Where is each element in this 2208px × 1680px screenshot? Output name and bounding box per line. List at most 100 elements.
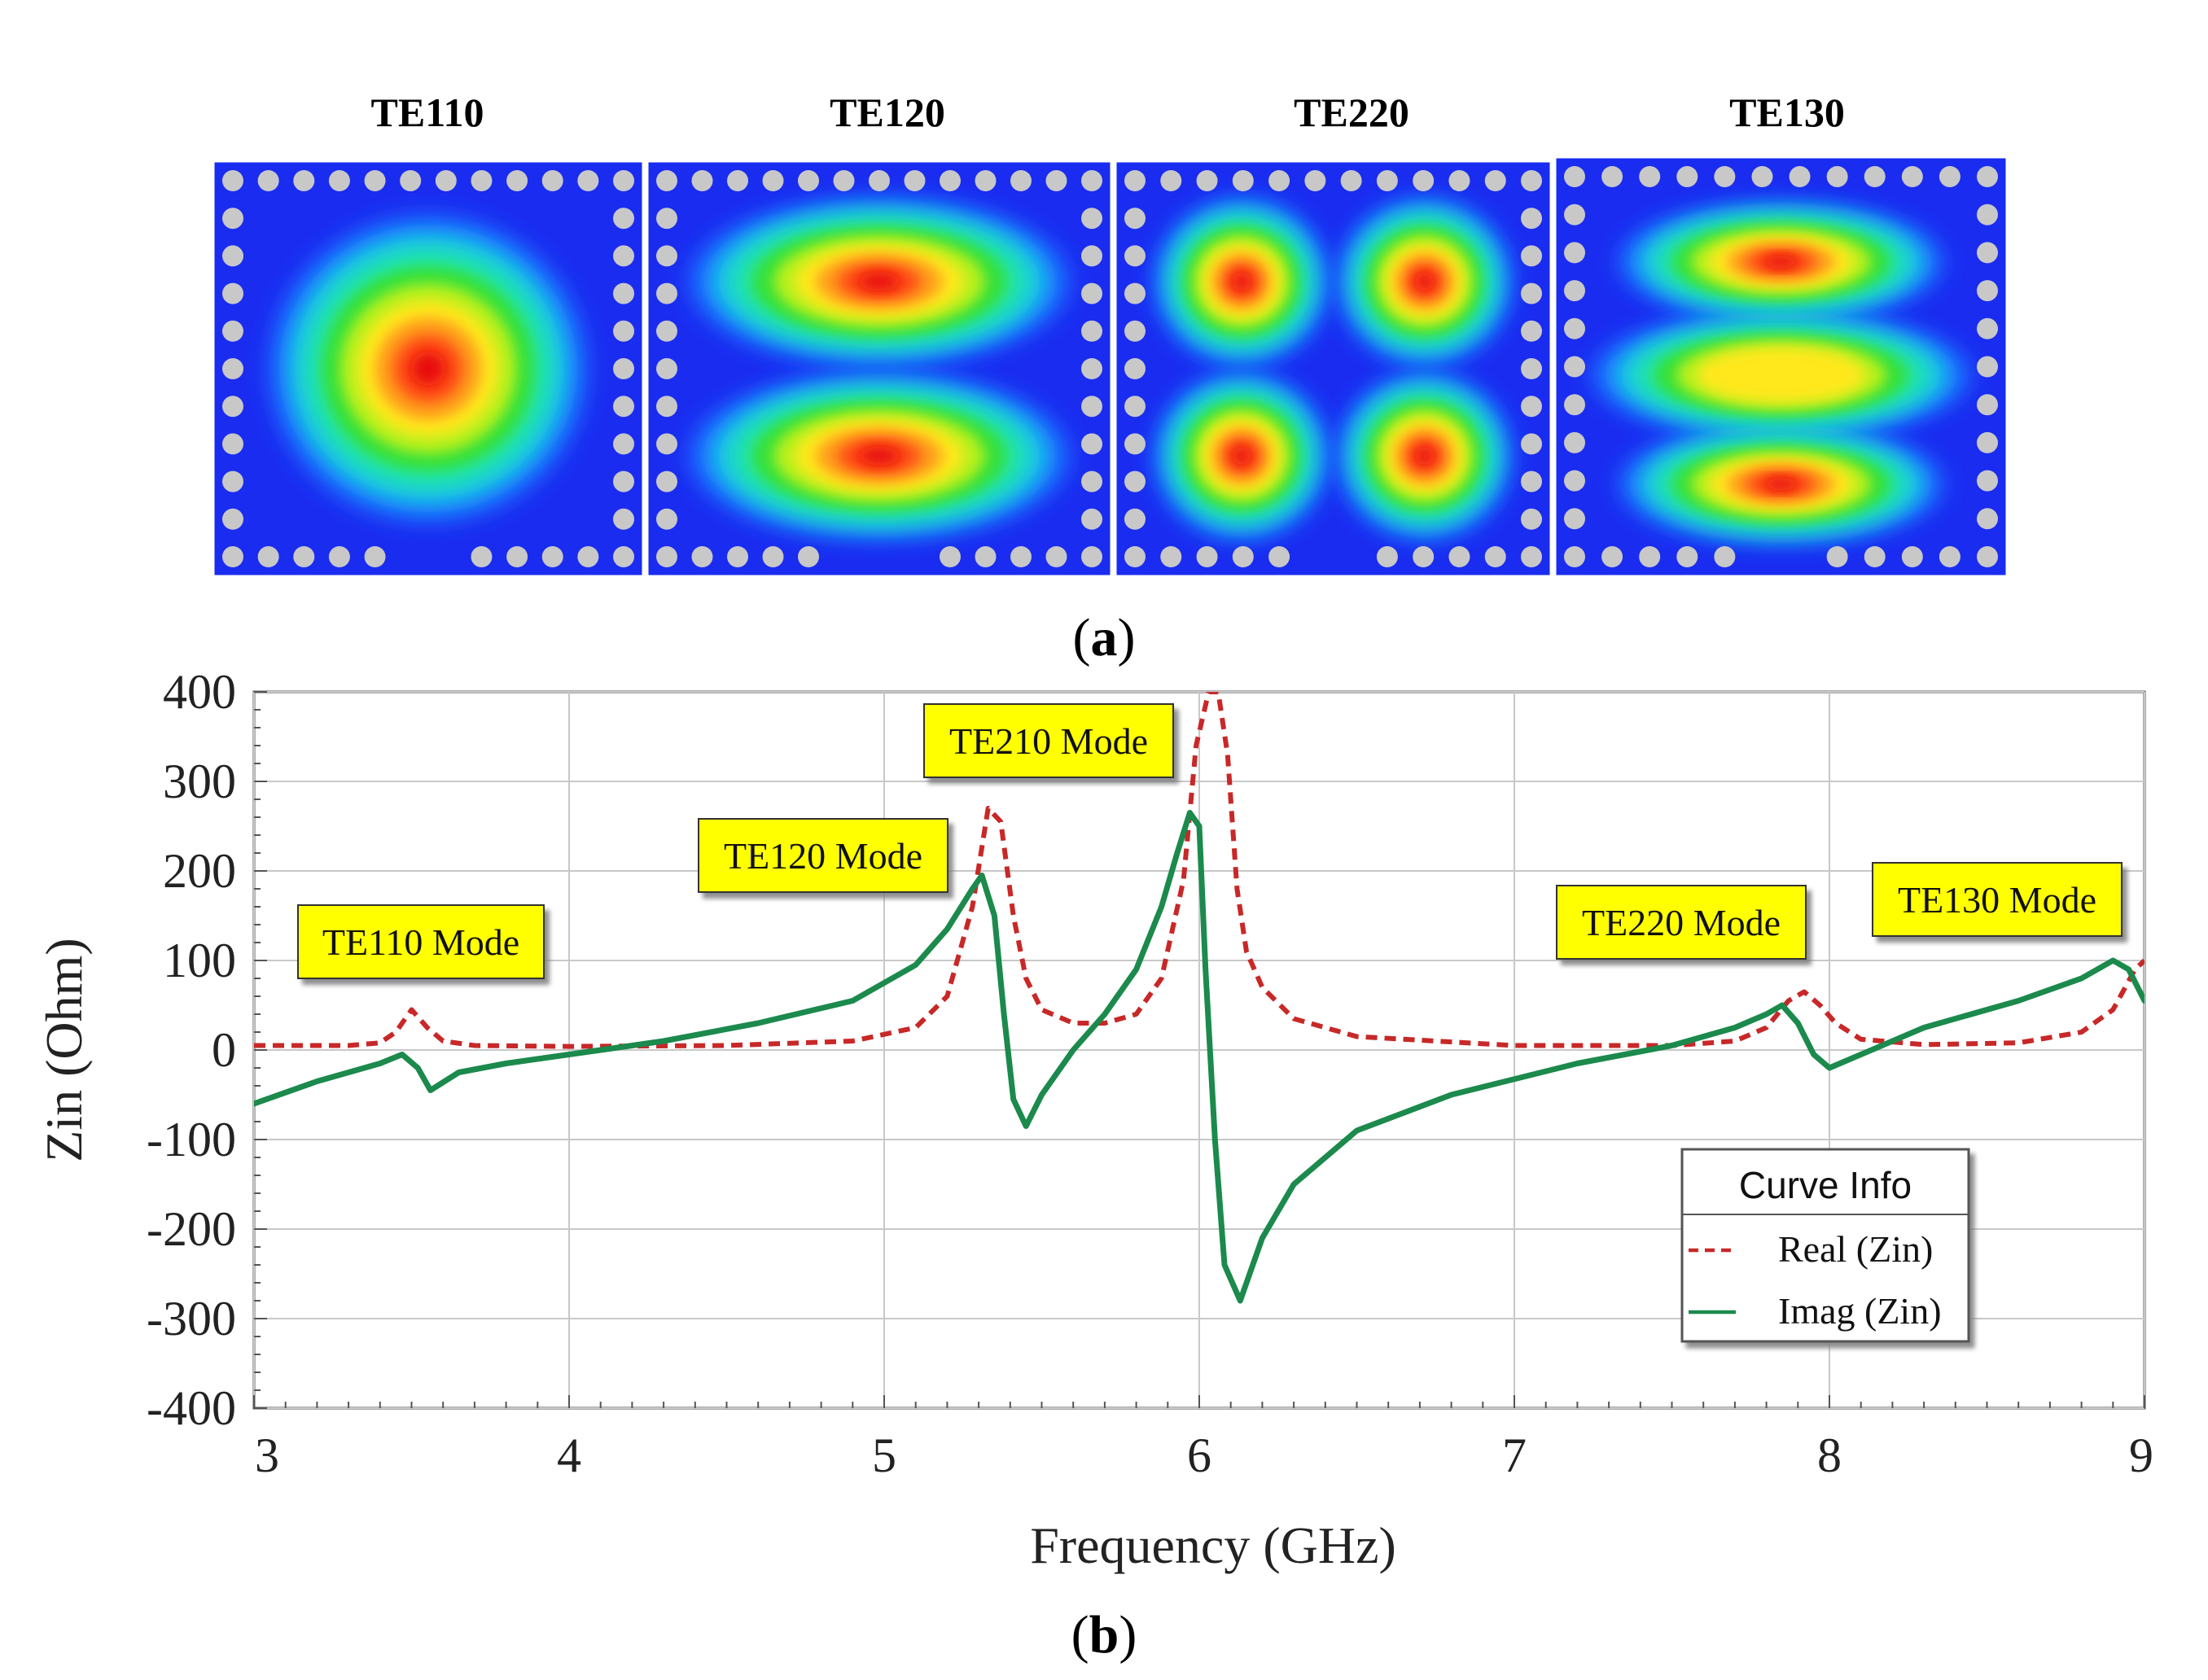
via-hole [1977, 203, 1998, 225]
mode-tile-te120: TE120 [646, 90, 1113, 578]
via-hole [222, 282, 243, 304]
via-hole [762, 546, 784, 567]
x-tick-label: 4 [557, 1428, 581, 1482]
via-row [1564, 166, 1998, 567]
via-hole [1232, 546, 1254, 567]
x-tick-label: 5 [872, 1428, 896, 1482]
annotation-box [923, 703, 1174, 778]
via-hole [1010, 170, 1032, 191]
via-hole [1124, 245, 1146, 267]
via-hole [656, 433, 677, 455]
via-hole [1081, 470, 1102, 492]
mode-title: TE120 [830, 90, 945, 135]
y-tick-labels: 400 300 200 100 0 -100 -200 -300 -400 [147, 665, 236, 1435]
legend-label-real: Real (Zin) [1778, 1228, 1933, 1270]
tile-border [1553, 155, 2009, 578]
x-axis-title: Frequency (GHz) [1030, 1516, 1396, 1574]
via-hole [222, 396, 243, 418]
via-hole [364, 170, 386, 191]
via-hole [613, 320, 634, 342]
via-hole [506, 170, 528, 191]
via-hole [691, 170, 713, 191]
tile-border [212, 160, 645, 578]
via-hole [541, 546, 563, 567]
via-hole [1977, 242, 1998, 264]
field-contour [410, 352, 446, 386]
via-hole [613, 396, 634, 418]
via-hole [1484, 170, 1506, 191]
via-hole [1413, 546, 1435, 567]
mode-annotation: TE210 Mode [923, 703, 1174, 778]
via-hole [656, 282, 677, 304]
field-intensity [1154, 198, 1512, 540]
mode-title: TE220 [1294, 90, 1409, 135]
via-hole [1376, 170, 1398, 191]
via-hole [613, 470, 634, 492]
via-hole [1160, 170, 1182, 191]
via-hole [1081, 282, 1102, 304]
via-hole [656, 358, 677, 379]
field-contour [858, 446, 900, 466]
via-hole [613, 245, 634, 267]
via-hole [577, 546, 599, 567]
legend: Curve Info Real (Zin) Imag (Zin) [1680, 1148, 1970, 1343]
annotation-label: TE130 Mode [1898, 879, 2096, 921]
mode-title: TE110 [371, 90, 484, 135]
mode-annotation: TE120 Mode [698, 818, 948, 893]
annotation-box [1872, 862, 2123, 937]
via-hole [1977, 546, 1998, 567]
via-hole [222, 546, 243, 567]
field-contour [1414, 446, 1435, 466]
via-hole [1676, 546, 1698, 567]
via-hole [1124, 508, 1146, 530]
via-hole [1081, 396, 1102, 418]
via-hole [1639, 546, 1661, 567]
via-hole [1081, 546, 1102, 567]
via-hole [1304, 170, 1326, 191]
via-hole [1081, 245, 1102, 267]
via-hole [1521, 433, 1542, 455]
via-hole [364, 546, 386, 567]
field-contour [858, 272, 900, 291]
via-hole [1413, 170, 1435, 191]
series-group [254, 692, 2144, 1304]
via-hole [400, 170, 422, 191]
annotation-box [1556, 885, 1807, 960]
via-hole [727, 170, 748, 191]
y-tick-label: -100 [147, 1113, 236, 1166]
legend-title: Curve Info [1739, 1164, 1912, 1206]
via-hole [222, 470, 243, 492]
panel-a-label: (a) [1073, 608, 1136, 667]
via-hole [1564, 280, 1585, 302]
via-hole [1564, 546, 1585, 567]
via-hole [1601, 166, 1623, 187]
via-hole [1939, 166, 1960, 187]
mode-annotation: TE220 Mode [1556, 885, 1807, 960]
via-hole [1521, 282, 1542, 304]
via-hole [1160, 546, 1182, 567]
via-hole [1901, 546, 1923, 567]
via-hole [1045, 170, 1067, 191]
field-intensity [269, 215, 588, 523]
mode-annotation: TE130 Mode [1872, 862, 2123, 937]
via-hole [613, 170, 634, 191]
via-hole [656, 396, 677, 418]
via-hole [1521, 396, 1542, 418]
via-hole [1977, 470, 1998, 492]
x-tick-label: 8 [1817, 1428, 1842, 1482]
mode-annotation: TE110 Mode [297, 904, 545, 979]
via-hole [656, 470, 677, 492]
via-hole [656, 245, 677, 267]
y-tick-label: -400 [147, 1381, 236, 1435]
x-tick-label: 7 [1502, 1428, 1527, 1482]
via-hole [1521, 320, 1542, 342]
via-hole [1977, 394, 1998, 416]
y-tick-label: -200 [147, 1202, 236, 1256]
via-hole [1564, 508, 1585, 530]
x-tick-label: 9 [2129, 1428, 2153, 1482]
via-hole [1081, 358, 1102, 379]
via-hole [1521, 358, 1542, 379]
via-hole [1714, 546, 1736, 567]
via-hole [1601, 546, 1623, 567]
via-hole [940, 546, 961, 567]
